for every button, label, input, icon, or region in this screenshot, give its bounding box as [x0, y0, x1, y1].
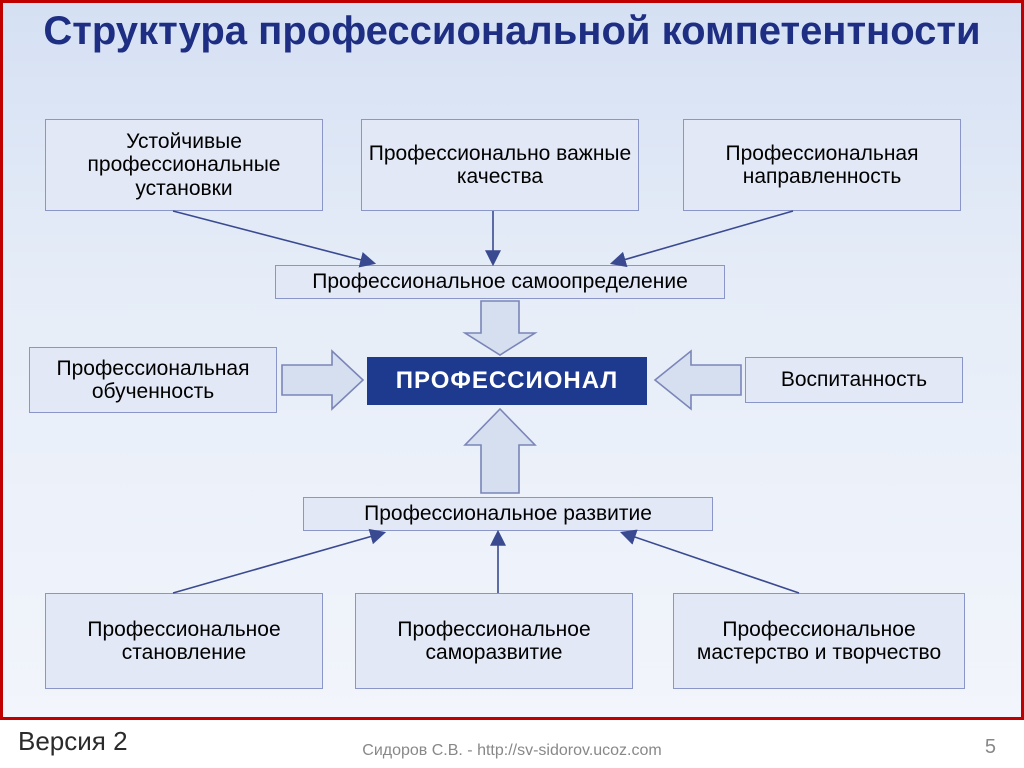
footer-author: Сидоров С.В. - http://sv-sidorov.ucoz.co… [0, 742, 1024, 760]
slide: Структура профессиональной компетентност… [0, 0, 1024, 720]
box-top-right: Профессиональная направленность [683, 119, 961, 211]
box-bot-left: Профессиональное становление [45, 593, 323, 689]
box-top-left: Устойчивые профессиональные установки [45, 119, 323, 211]
diagram-title: Структура профессиональной компетентност… [3, 9, 1021, 53]
box-mid-upper: Профессиональное самоопределение [275, 265, 725, 299]
box-right: Воспитанность [745, 357, 963, 403]
box-bot-mid: Профессиональное саморазвитие [355, 593, 633, 689]
footer-page: 5 [985, 736, 996, 759]
box-bot-right: Профессиональное мастерство и творчество [673, 593, 965, 689]
box-center: ПРОФЕССИОНАЛ [367, 357, 647, 405]
box-left: Профессиональная обученность [29, 347, 277, 413]
box-mid-lower: Профессиональное развитие [303, 497, 713, 531]
box-top-mid: Профессионально важные качества [361, 119, 639, 211]
footer: Версия 2 Сидоров С.В. - http://sv-sidoro… [0, 720, 1024, 768]
